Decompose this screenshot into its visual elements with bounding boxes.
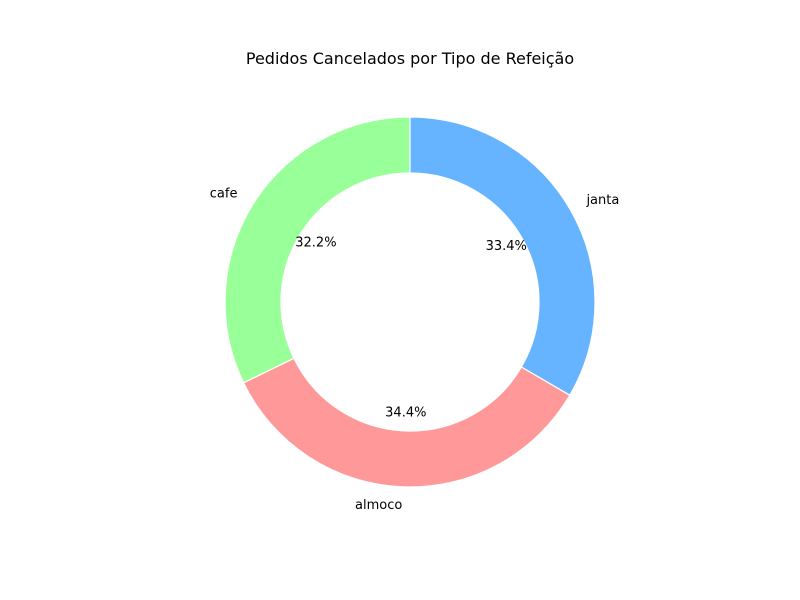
donut-slices xyxy=(224,116,596,488)
slice-label-almoco: almoco xyxy=(355,498,402,513)
slice-percent-almoco: 34.4% xyxy=(385,405,426,420)
donut-slice-janta xyxy=(409,116,596,396)
slice-percent-cafe: 32.2% xyxy=(295,236,336,251)
slice-label-cafe: cafe xyxy=(210,187,238,202)
donut-slice-almoco xyxy=(242,357,571,488)
chart-title: Pedidos Cancelados por Tipo de Refeição xyxy=(246,49,574,68)
slice-label-janta: janta xyxy=(585,193,619,208)
donut-slice-cafe xyxy=(224,116,411,384)
slice-percent-janta: 33.4% xyxy=(486,239,527,254)
slice-labels: cafe 32.2% almoco 34.4% janta 33.4% xyxy=(210,187,620,513)
